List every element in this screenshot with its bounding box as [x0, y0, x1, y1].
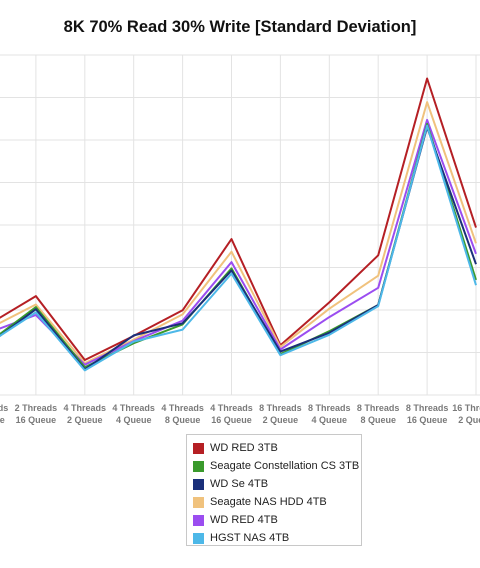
legend-label: WD RED 3TB — [210, 442, 278, 454]
x-tick-label: 4 Threads — [161, 403, 204, 413]
legend-label: Seagate NAS HDD 4TB — [210, 496, 327, 508]
legend-item: WD Se 4TB — [193, 475, 361, 493]
x-tick-label: 2 Queue — [263, 415, 299, 425]
x-tick-label: 2 Threads — [15, 403, 58, 413]
x-tick-label: 16 Queue — [407, 415, 448, 425]
x-tick-label: 2 Threads — [0, 403, 8, 413]
legend-label: WD Se 4TB — [210, 478, 269, 490]
series-line-wd-red-3tb — [0, 77, 477, 361]
legend-item: Seagate NAS HDD 4TB — [193, 493, 361, 511]
x-tick-label: 8 Threads — [357, 403, 400, 413]
legend-label: HGST NAS 4TB — [210, 532, 290, 544]
legend-swatch — [193, 460, 204, 472]
legend-swatch — [193, 496, 204, 508]
legend: WD RED 3TB Seagate Constellation CS 3TB WD… — [186, 434, 362, 546]
legend-label: WD RED 4TB — [210, 514, 278, 526]
legend-item: WD RED 4TB — [193, 511, 361, 529]
series-line-hgst-nas-4tb — [0, 124, 477, 372]
legend-swatch — [193, 532, 204, 544]
x-tick-label: 16 Threads — [452, 403, 480, 413]
x-tick-label: 4 Threads — [210, 403, 253, 413]
legend-item: HGST NAS 4TB — [193, 529, 361, 547]
x-tick-label: 4 Queue — [116, 415, 152, 425]
x-tick-label: 8 Threads — [259, 403, 302, 413]
x-tick-label: 8 Queue — [360, 415, 396, 425]
legend-item: Seagate Constellation CS 3TB — [193, 457, 361, 475]
x-tick-label: 16 Queue — [16, 415, 57, 425]
x-tick-labels: 2 Threads 4 Queue 2 Threads 16 Queue 4 Threa… — [0, 403, 480, 425]
x-tick-label: 4 Queue — [0, 415, 5, 425]
x-tick-label: 8 Threads — [308, 403, 351, 413]
x-tick-label: 16 Queue — [211, 415, 252, 425]
x-tick-label: 4 Queue — [312, 415, 348, 425]
series-line-seagate-nas-hdd-4tb — [0, 101, 477, 365]
x-tick-label: 4 Threads — [64, 403, 107, 413]
x-tick-label: 2 Queue — [458, 415, 480, 425]
grid — [0, 54, 480, 396]
series-lines — [0, 77, 477, 372]
x-tick-label: 2 Queue — [67, 415, 103, 425]
legend-item: WD RED 3TB — [193, 439, 361, 457]
legend-swatch — [193, 478, 204, 490]
x-tick-label: 8 Threads — [406, 403, 449, 413]
legend-swatch — [193, 442, 204, 454]
x-tick-label: 4 Threads — [112, 403, 155, 413]
chart-title: 8K 70% Read 30% Write [Standard Deviatio… — [63, 18, 417, 36]
x-tick-label: 8 Queue — [165, 415, 201, 425]
legend-swatch — [193, 514, 204, 526]
legend-label: Seagate Constellation CS 3TB — [210, 460, 360, 472]
